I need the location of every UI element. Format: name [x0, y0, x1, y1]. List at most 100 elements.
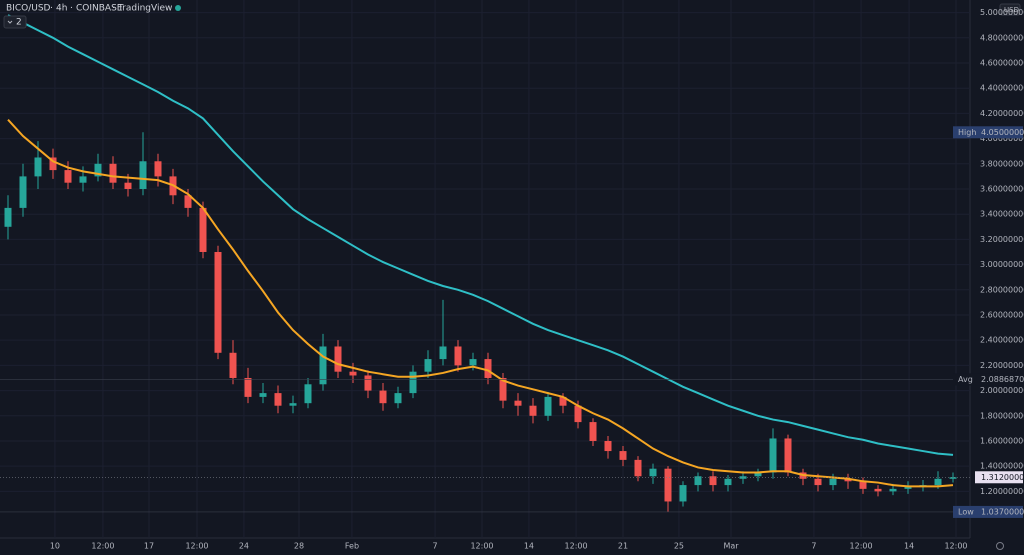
candle-body: [754, 472, 762, 477]
brand: TradingView: [117, 4, 172, 14]
candle-body: [289, 403, 297, 406]
y-tick-label: 1.60000000: [980, 436, 1024, 445]
candle-body: [694, 476, 702, 486]
candle-body: [589, 422, 597, 441]
chevron-icon: [7, 20, 13, 24]
x-tick-label: 7: [811, 542, 816, 551]
candle-body: [604, 440, 612, 452]
y-tick-label: 4.00000000: [980, 134, 1024, 143]
moving-average: [7, 14, 954, 456]
marker-name: Low: [958, 507, 974, 516]
x-tick-label: 21: [618, 542, 628, 551]
candle-body: [544, 396, 552, 416]
separator: ·: [70, 4, 73, 14]
candle-body: [454, 346, 462, 366]
x-tick-label: 25: [674, 542, 684, 551]
candle-body: [664, 468, 672, 502]
y-tick-label: 3.00000000: [980, 260, 1024, 269]
plot: [0, 14, 970, 513]
candle-body: [379, 390, 387, 404]
candle-body: [499, 377, 507, 401]
y-tick-label: 2.20000000: [980, 361, 1024, 370]
candle-body: [559, 396, 567, 406]
y-tick-label: 4.20000000: [980, 109, 1024, 118]
candle-body: [739, 476, 747, 479]
separator: ·: [50, 4, 53, 14]
candle-body: [769, 438, 777, 473]
candle-body: [814, 478, 822, 486]
candle-body: [244, 377, 252, 397]
currency-button[interactable]: [999, 3, 1021, 16]
candle-body: [394, 393, 402, 404]
x-tick-label: 12:00: [850, 542, 873, 551]
currency: USD: [1004, 6, 1019, 14]
indicator-count: 2: [16, 18, 22, 28]
marker-name: High: [958, 128, 976, 137]
settings-icon[interactable]: [996, 542, 1004, 550]
y-tick-label: 1.80000000: [980, 411, 1024, 420]
y-tick-label: 2.40000000: [980, 336, 1024, 345]
candle-body: [274, 393, 282, 406]
symbol: BICO/USD: [6, 4, 51, 14]
separator: ·: [112, 4, 115, 14]
candle-body: [79, 176, 87, 183]
x-tick-label: 14: [904, 542, 914, 551]
y-tick-label: 2.00000000: [980, 386, 1024, 395]
y-tick-label: 4.60000000: [980, 58, 1024, 67]
x-tick-label: 7: [433, 542, 438, 551]
candle-body: [49, 157, 57, 171]
x-tick-label: Feb: [345, 542, 359, 551]
last-price-box: [975, 471, 1023, 484]
y-tick-label: 1.20000000: [980, 487, 1024, 496]
candle-body: [844, 478, 852, 482]
x-tick-label: 12:00: [91, 542, 114, 551]
marker-value: 4.05000000: [981, 128, 1024, 137]
marker-box: [953, 373, 1023, 386]
candle-body: [319, 346, 327, 385]
y-tick-label: 2.80000000: [980, 285, 1024, 294]
x-tick-label: 14: [524, 542, 534, 551]
candle-body: [364, 375, 372, 391]
candle-body: [424, 359, 432, 372]
candle-body: [214, 251, 222, 353]
indicator-toggle[interactable]: [3, 15, 27, 29]
candle-body: [949, 477, 957, 479]
y-tick-label: 3.20000000: [980, 235, 1024, 244]
candle-body: [724, 478, 732, 486]
candle-body: [649, 468, 657, 477]
candle-body: [4, 207, 12, 227]
candle-body: [874, 488, 882, 492]
candle-body: [829, 478, 837, 486]
x-tick-label: 28: [294, 542, 304, 551]
candle-body: [94, 163, 102, 177]
candle-body: [619, 451, 627, 460]
marker-box: [953, 126, 1023, 139]
candle-body: [124, 182, 132, 189]
candle-body: [154, 161, 162, 177]
candle-body: [889, 488, 897, 492]
y-tick-label: 3.40000000: [980, 210, 1024, 219]
y-tick-label: 4.80000000: [980, 33, 1024, 42]
candle-body: [139, 161, 147, 189]
candle-body: [904, 486, 912, 489]
interval: 4h: [56, 4, 67, 14]
candle-body: [199, 207, 207, 252]
y-tick-label: 5.00000000: [980, 8, 1024, 17]
candle-body: [334, 346, 342, 372]
x-tick-label: 12:00: [565, 542, 588, 551]
status-dot: [175, 5, 181, 11]
price-labels: 1.20000000 1.40000000 1.60000000 1.80000000…: [50, 8, 1024, 550]
candle-body: [259, 393, 267, 397]
y-tick-label: 4.40000000: [980, 84, 1024, 93]
header: BICO/USD · 4h · COINBASE · TradingView 2: [3, 4, 181, 29]
x-tick-label: 17: [144, 542, 154, 551]
candle-body: [439, 346, 447, 360]
candle-body: [529, 405, 537, 416]
y-tick-label: 1.40000000: [980, 462, 1024, 471]
candle-body: [469, 359, 477, 366]
candle-body: [574, 405, 582, 423]
marker-value: 2.08868706: [981, 375, 1024, 384]
